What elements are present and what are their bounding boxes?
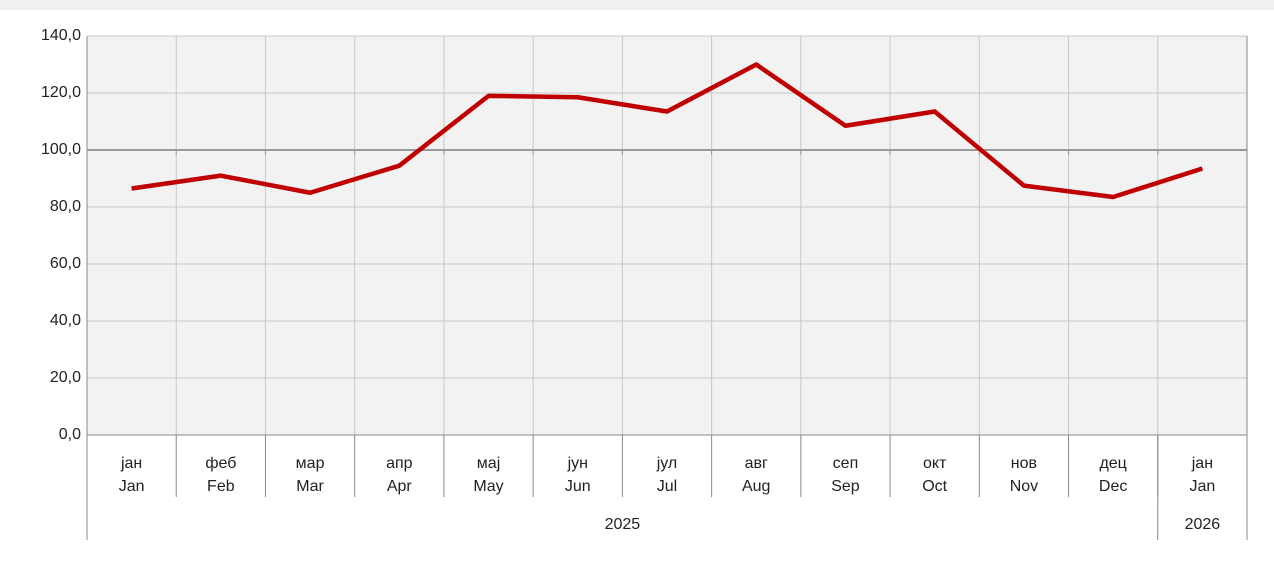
y-tick-label: 120,0 <box>41 84 81 101</box>
x-tick-label: Jun <box>565 478 591 495</box>
x-tick-label: мар <box>296 455 325 472</box>
x-tick-label: Jan <box>1189 478 1215 495</box>
group-label: 2025 <box>605 516 641 533</box>
x-tick-label: јун <box>567 455 588 472</box>
y-tick-label: 60,0 <box>50 255 81 272</box>
x-tick-label: дец <box>1099 455 1126 472</box>
x-tick-label: Sep <box>831 478 860 495</box>
x-tick-label: Oct <box>922 478 947 495</box>
y-tick-label: 20,0 <box>50 369 81 386</box>
x-tick-label: авг <box>745 455 768 472</box>
top-bar <box>0 0 1274 10</box>
y-tick-label: 40,0 <box>50 312 81 329</box>
x-tick-label: сеп <box>833 455 859 472</box>
y-tick-label: 0,0 <box>59 426 81 443</box>
x-tick-label: окт <box>923 455 947 472</box>
x-tick-label: апр <box>386 455 413 472</box>
x-tick-label: јул <box>656 455 678 472</box>
x-tick-label: мај <box>477 455 500 472</box>
x-tick-label: Jul <box>657 478 677 495</box>
y-tick-label: 80,0 <box>50 198 81 215</box>
x-tick-label: May <box>473 478 503 495</box>
x-tick-label: нов <box>1011 455 1037 472</box>
x-tick-label: феб <box>205 455 236 472</box>
y-tick-label: 100,0 <box>41 141 81 158</box>
x-tick-label: Nov <box>1010 478 1038 495</box>
data-line <box>131 62 1204 200</box>
x-tick-label: Aug <box>742 478 770 495</box>
group-label: 2026 <box>1185 516 1221 533</box>
x-tick-label: Mar <box>296 478 324 495</box>
y-tick-label: 140,0 <box>41 27 81 44</box>
x-tick-label: Apr <box>387 478 413 495</box>
x-tick-label: јан <box>120 455 142 472</box>
x-tick-label: Jan <box>119 478 145 495</box>
plot-area <box>87 36 1247 435</box>
x-tick-label: Dec <box>1099 478 1127 495</box>
x-tick-label: јан <box>1191 455 1213 472</box>
x-tick-label: Feb <box>207 478 235 495</box>
